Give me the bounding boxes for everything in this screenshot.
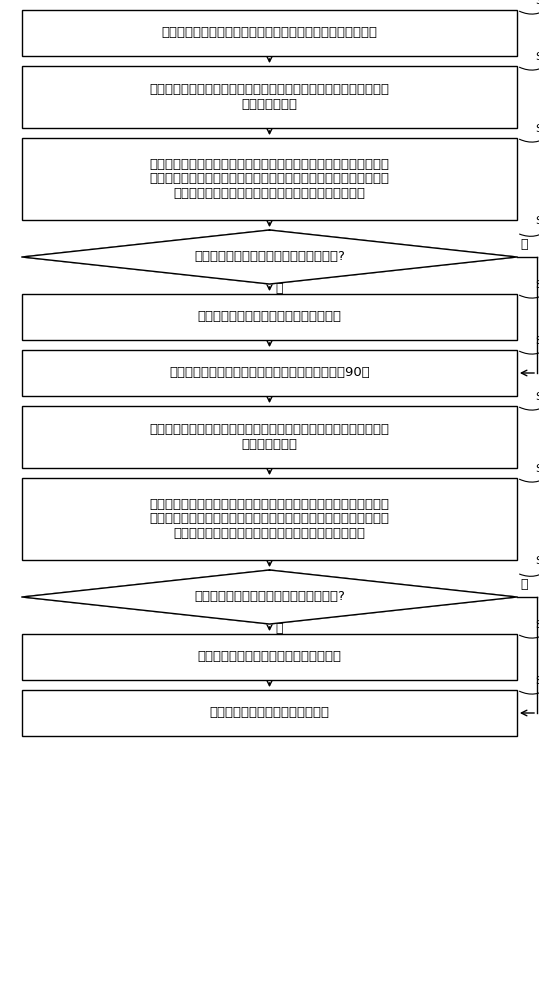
Bar (22, 294, 517, 340)
Text: S111: S111 (535, 676, 539, 686)
Bar (22, 478, 517, 560)
Text: 确定原始图像序列的拼接方向为水平方向: 确定原始图像序列的拼接方向为水平方向 (197, 650, 342, 664)
Text: 否: 否 (520, 238, 528, 251)
Text: 相似性匹配模板: 相似性匹配模板 (241, 438, 298, 451)
Bar (22, 10, 517, 56)
Text: 确定原始图像序列的拼接方向为竖直方向: 确定原始图像序列的拼接方向为竖直方向 (197, 310, 342, 324)
Text: 部分各像素点的归一化互相关系数，并确定每一相似性匹配模板的归: 部分各像素点的归一化互相关系数，并确定每一相似性匹配模板的归 (149, 172, 390, 186)
Text: 归一化互相关系数最大值均大于设定阈值?: 归一化互相关系数最大值均大于设定阈值? (194, 250, 345, 263)
Text: 计算每一相似性匹配模板与旋转后图像序列中相邻的下一图像的上半: 计算每一相似性匹配模板与旋转后图像序列中相邻的下一图像的上半 (149, 498, 390, 511)
Text: S102: S102 (535, 52, 539, 62)
Text: 计算每一相似性匹配模板与采样后图像序列中相邻的下一图像的上半: 计算每一相似性匹配模板与采样后图像序列中相邻的下一图像的上半 (149, 158, 390, 171)
Text: 一化互相关系数最大值及下一图像中的对应像素点坐标: 一化互相关系数最大值及下一图像中的对应像素点坐标 (174, 527, 365, 540)
Text: 拼接方向判定失败，拼接过程终止: 拼接方向判定失败，拼接过程终止 (210, 706, 329, 720)
Text: S103: S103 (535, 124, 539, 134)
Polygon shape (22, 570, 517, 624)
Text: 否: 否 (520, 578, 528, 591)
Text: S108: S108 (535, 464, 539, 474)
Text: S106: S106 (535, 336, 539, 346)
Text: S104: S104 (535, 216, 539, 226)
Bar (22, 690, 517, 736)
Text: 部分各像素点的归一化互相关系数，并确定每一相似性匹配模板的归: 部分各像素点的归一化互相关系数，并确定每一相似性匹配模板的归 (149, 512, 390, 526)
Text: S105: S105 (535, 280, 539, 290)
Text: S110: S110 (535, 620, 539, 630)
Bar (22, 634, 517, 680)
Bar (22, 138, 517, 220)
Text: 一化互相关系数最大值及下一图像中的对应像素点坐标: 一化互相关系数最大值及下一图像中的对应像素点坐标 (174, 187, 365, 200)
Text: 选取旋转后图像序列中各图像的底部中间的部分区域作为竖直方向的: 选取旋转后图像序列中各图像的底部中间的部分区域作为竖直方向的 (149, 423, 390, 436)
Text: 归一化互相关系数最大值均大于设定阈值?: 归一化互相关系数最大值均大于设定阈值? (194, 590, 345, 603)
Text: 对输入的原始图像序列进行下采样处理，得到采样后图像序列: 对输入的原始图像序列进行下采样处理，得到采样后图像序列 (162, 26, 377, 39)
Text: S109: S109 (535, 556, 539, 566)
Text: 选取采样后图像序列中各图像的底部中间的部分区域作为竖直方向的: 选取采样后图像序列中各图像的底部中间的部分区域作为竖直方向的 (149, 83, 390, 96)
Text: 将采样后图像序列中各图像均沿同一旋转方向旋转90度: 将采样后图像序列中各图像均沿同一旋转方向旋转90度 (169, 366, 370, 379)
Text: 是: 是 (275, 622, 283, 636)
Bar (22, 66, 517, 128)
Text: S107: S107 (535, 392, 539, 402)
Text: S101: S101 (535, 0, 539, 6)
Text: 是: 是 (275, 282, 283, 296)
Bar (22, 350, 517, 396)
Text: 相似性匹配模板: 相似性匹配模板 (241, 98, 298, 111)
Polygon shape (22, 230, 517, 284)
Bar (22, 406, 517, 468)
